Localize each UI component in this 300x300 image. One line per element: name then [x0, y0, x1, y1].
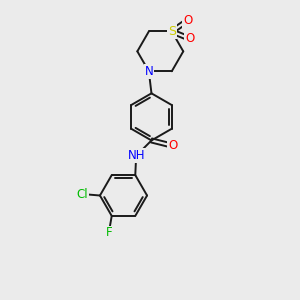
Text: N: N: [144, 65, 153, 78]
Text: O: O: [185, 32, 195, 45]
Text: O: O: [183, 14, 193, 27]
Text: S: S: [168, 25, 176, 38]
Text: F: F: [106, 226, 112, 239]
Text: O: O: [168, 139, 177, 152]
Text: Cl: Cl: [76, 188, 88, 200]
Text: NH: NH: [128, 149, 145, 162]
